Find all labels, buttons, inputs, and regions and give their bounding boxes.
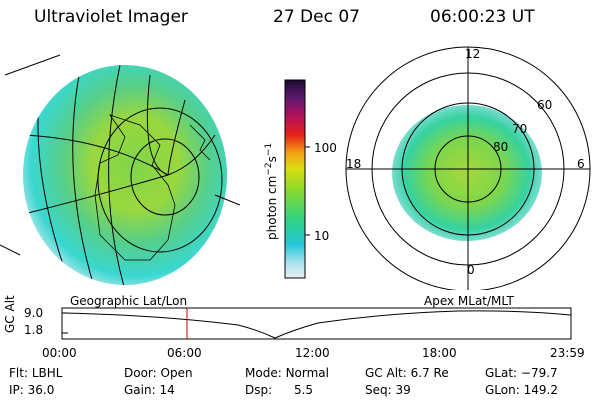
status-dsp: Dsp: 5.5 [245,383,314,397]
observation-date: 27 Dec 07 [273,7,360,27]
instrument-title: Ultraviolet Imager [34,7,188,27]
mlt-label-12: 12 [465,47,481,61]
geographic-image-panel [0,54,241,285]
status-flt: Flt: LBHL [9,366,63,380]
status-ip: IP: 36.0 [9,383,55,397]
altitude-axis-label: GC Alt [3,295,17,333]
polar-aurora-image [392,105,542,241]
time-tick-1800: 18:00 [422,346,457,360]
time-tick-2359: 23:59 [550,346,585,360]
colorbar-gradient [284,79,306,279]
mlat-label-70: 70 [512,122,528,136]
status-door: Door: Open [124,366,193,380]
time-tick-0600: 06:00 [167,346,202,360]
observation-time: 06:00:23 UT [430,7,535,27]
time-tick-1200: 12:00 [295,346,330,360]
status-seq: Seq: 39 [365,383,411,397]
altitude-tick-top: 9.0 [24,306,44,320]
mlat-label-60: 60 [537,98,553,112]
status-glon: GLon: 149.2 [485,383,558,397]
status-mode: Mode: Normal [245,366,329,380]
mlt-label-18: 18 [346,157,362,171]
status-glat: GLat: −79.7 [485,366,558,380]
timeline-frame [61,307,572,340]
altitude-curve [61,310,572,339]
colorbar-tick-100: 100 [314,141,337,155]
geographic-aurora-image [23,65,227,285]
colorbar [284,79,310,279]
colorbar-tick-10: 10 [314,229,330,243]
polar-mlat-mlt-panel [345,46,591,290]
mlat-label-80: 80 [493,140,509,154]
time-tick-0000: 00:00 [42,346,77,360]
altitude-tick-bottom: 1.8 [24,323,44,337]
colorbar-units-label: photon cm−2s−1 [264,142,279,240]
status-gain: Gain: 14 [124,383,175,397]
apex-caption: Apex MLat/MLT [424,294,514,308]
geographic-caption: Geographic Lat/Lon [70,294,188,308]
status-gc-alt: GC Alt: 6.7 Re [365,366,449,380]
mlt-label-6: 6 [577,157,585,171]
mlt-label-0: 0 [467,263,475,277]
altitude-timeline-plot [61,307,572,340]
